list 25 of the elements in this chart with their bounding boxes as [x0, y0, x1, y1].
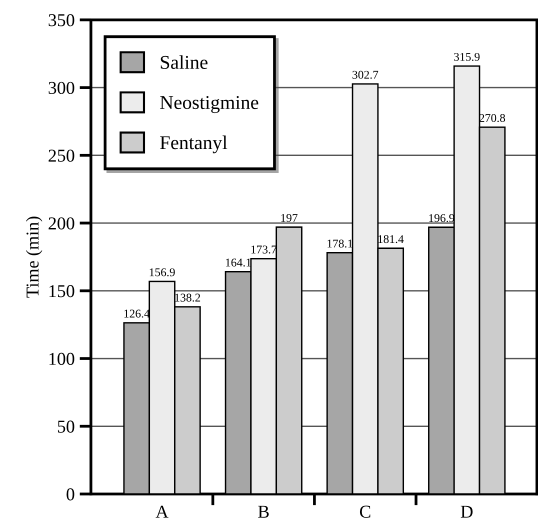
data-label: 164.1 — [226, 258, 251, 267]
y-tick-label: 200 — [48, 217, 74, 230]
data-label: 156.9 — [150, 268, 175, 276]
data-label: 270.8 — [479, 114, 506, 122]
data-label: 196.9 — [429, 214, 454, 222]
y-tick-label: 250 — [48, 150, 74, 162]
y-tick-label: 300 — [48, 82, 74, 94]
data-label: 302.7 — [352, 70, 378, 79]
data-label: 315.9 — [454, 52, 480, 61]
y-tick-label: 150 — [49, 285, 74, 298]
x-tick-label: A — [156, 506, 168, 518]
legend-label: Fentanyl — [160, 136, 228, 154]
data-label: 197 — [281, 214, 298, 222]
x-tick-label: C — [360, 506, 370, 518]
x-tick-label: B — [258, 506, 269, 518]
y-tick-label: 0 — [66, 488, 74, 500]
data-label: 181.4 — [378, 235, 404, 244]
y-tick-label: 350 — [48, 14, 74, 26]
data-label: 178.1 — [328, 240, 352, 248]
legend-label: Neostigmine — [160, 96, 258, 114]
y-axis-title: Time (min) — [26, 216, 42, 298]
y-tick-label: 50 — [58, 420, 74, 433]
x-tick-label: D — [460, 506, 473, 518]
y-tick-label: 100 — [49, 352, 74, 365]
legend-label: Saline — [160, 55, 208, 69]
